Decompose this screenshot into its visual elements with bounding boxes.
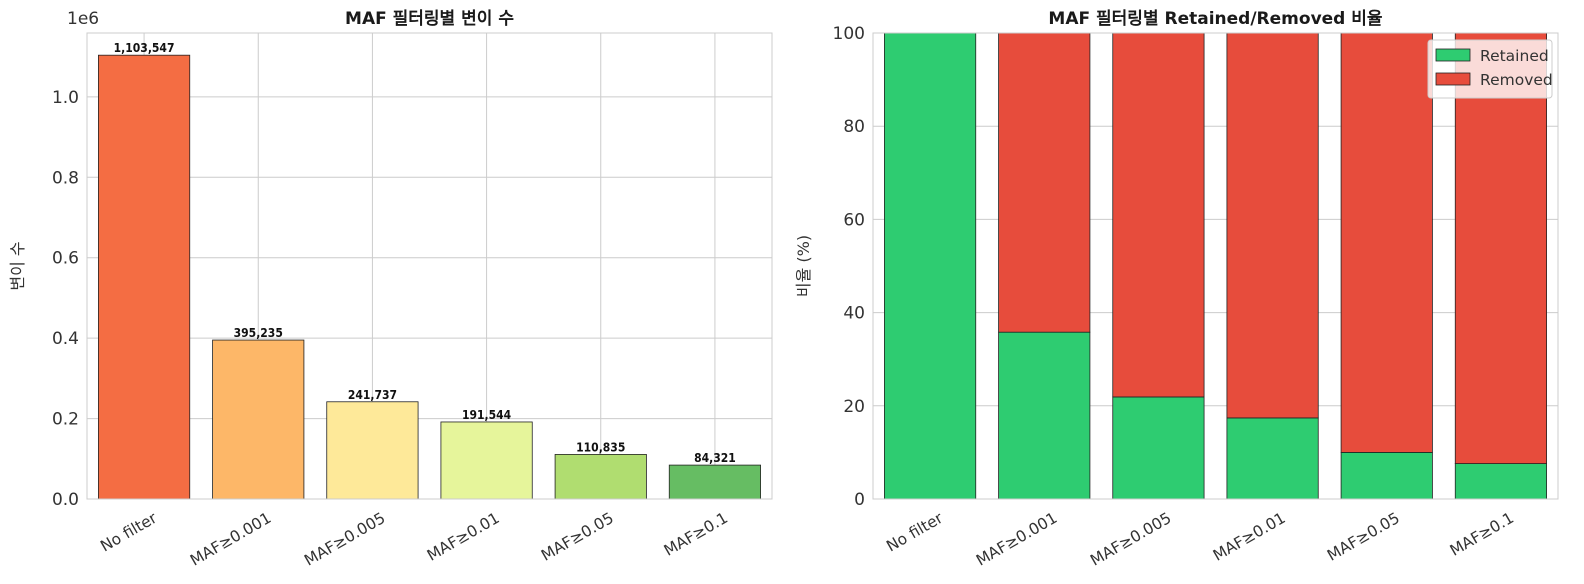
- bar-removed: [1454, 32, 1547, 464]
- legend-label: Retained: [1480, 47, 1549, 65]
- y-tick-label: 100: [833, 24, 865, 44]
- x-tick-label: MAF≥0.005: [301, 509, 388, 570]
- y-tick-label: 0.2: [52, 410, 79, 430]
- x-tick-label: MAF≥0.001: [973, 509, 1060, 570]
- y-axis-label: 비율 (%): [794, 235, 813, 297]
- bar: [212, 339, 305, 500]
- y-tick-label: 80: [843, 117, 865, 137]
- x-tick-label: MAF≥0.01: [1210, 509, 1289, 565]
- bar-retained: [884, 32, 977, 500]
- bar-removed: [1112, 32, 1205, 398]
- x-tick-label: MAF≥0.01: [424, 509, 503, 565]
- legend: Retained Removed: [1427, 39, 1553, 99]
- chart-title: MAF 필터링별 변이 수: [345, 9, 514, 29]
- y-tick-label: 40: [843, 304, 865, 324]
- data-label: 1,103,547: [114, 41, 175, 55]
- y-axis-label: 변이 수: [8, 241, 27, 290]
- bar-retained: [1226, 417, 1319, 500]
- legend-swatch: [1435, 72, 1471, 86]
- x-tick-label: MAF≥0.1: [1447, 509, 1517, 560]
- y-tick-label: 0.8: [52, 168, 79, 188]
- legend-label: Removed: [1480, 71, 1553, 89]
- data-label: 241,737: [348, 388, 397, 402]
- data-label: 110,835: [576, 440, 625, 454]
- bar-retained: [1340, 451, 1433, 500]
- plot-frame: [86, 32, 773, 500]
- y-tick-label: 0.6: [52, 249, 79, 269]
- y-tick-label: 0: [854, 490, 865, 510]
- bar: [668, 464, 761, 500]
- bar: [326, 401, 419, 500]
- bar: [98, 54, 191, 500]
- bar-retained: [1454, 463, 1547, 500]
- bar: [554, 454, 647, 500]
- data-label: 191,544: [462, 408, 512, 422]
- x-tick-label: MAF≥0.1: [661, 509, 731, 560]
- legend-swatch: [1435, 48, 1471, 62]
- x-tick-label: MAF≥0.001: [187, 509, 274, 570]
- bar-retained: [1112, 396, 1205, 500]
- chart-left: 1,103,547 395,235 241,737 191,544 110,835 84,…: [8, 9, 773, 570]
- bar-removed: [1226, 32, 1319, 419]
- y-tick-label: 20: [843, 397, 865, 417]
- x-tick-label: MAF≥0.05: [538, 509, 617, 565]
- chart-title: MAF 필터링별 Retained/Removed 비율: [1048, 9, 1382, 29]
- bar-retained: [998, 331, 1091, 500]
- y-scale-label: 1e6: [67, 9, 99, 29]
- bar-removed: [1340, 32, 1433, 453]
- data-label: 84,321: [694, 451, 736, 465]
- y-tick-label: 60: [843, 210, 865, 230]
- x-tick-label: No filter: [883, 509, 946, 556]
- y-tick-label: 0.4: [52, 329, 79, 349]
- x-tick-label: No filter: [97, 509, 160, 556]
- bar-removed: [998, 32, 1091, 333]
- x-tick-label: MAF≥0.005: [1087, 509, 1174, 570]
- chart-right: 0 20 40 60 80 100 No filter MAF≥0.001 MAF≥0.005 M…: [794, 9, 1559, 570]
- data-label: 395,235: [234, 326, 283, 340]
- x-tick-label: MAF≥0.05: [1324, 509, 1403, 565]
- y-tick-label: 0.0: [52, 490, 79, 510]
- bar: [440, 421, 533, 500]
- y-tick-label: 1.0: [52, 88, 79, 108]
- plot-frame: [872, 32, 1559, 500]
